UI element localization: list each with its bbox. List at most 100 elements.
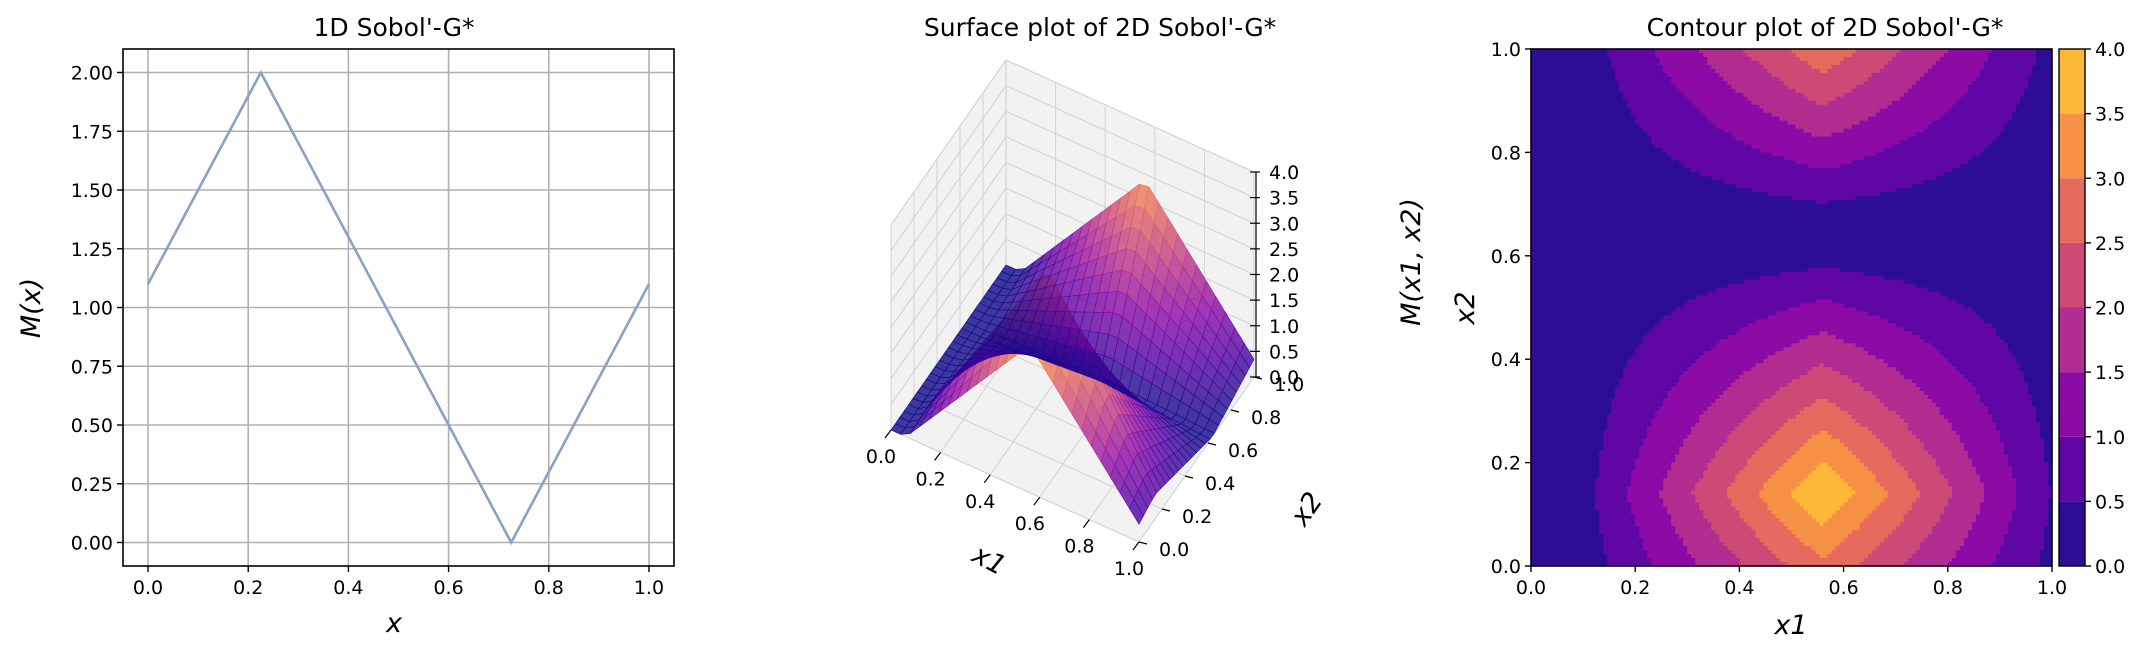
- contour-cell: [1667, 108, 1672, 114]
- contour-cell: [1939, 168, 1945, 173]
- contour-cell: [1943, 88, 1949, 94]
- contour-cell: [1859, 152, 1865, 157]
- contour-cell: [1951, 88, 1957, 94]
- contour-cell: [2015, 164, 2021, 169]
- contour-cell: [1775, 84, 1781, 90]
- contour-cell: [1835, 132, 1841, 138]
- contour-cell: [1787, 116, 1793, 122]
- contour-cell: [1883, 60, 1889, 66]
- contour-cell: [1719, 168, 1724, 173]
- contour-cell: [1727, 84, 1732, 90]
- contour-cell: [1623, 148, 1628, 153]
- contour-cell: [1927, 88, 1933, 94]
- contour-cell: [1743, 68, 1749, 74]
- contour-cell: [1851, 144, 1857, 150]
- contour-cell: [1703, 100, 1708, 106]
- contour-cell: [1699, 168, 1704, 173]
- contour-cell: [1687, 100, 1692, 106]
- contour-cell: [1859, 148, 1865, 153]
- contour-cell: [1759, 84, 1765, 90]
- contour-cell: [2007, 116, 2013, 122]
- contour-cell: [1667, 164, 1672, 169]
- contour-cell: [1891, 72, 1897, 78]
- contour-cell: [1783, 76, 1789, 82]
- contour-cell: [1787, 160, 1793, 165]
- contour-cell: [1963, 164, 1969, 169]
- contour-cell: [1603, 108, 1608, 114]
- contour-cell: [1535, 112, 1540, 118]
- contour-cell: [1959, 136, 1965, 142]
- contour-cell: [1835, 172, 1841, 177]
- contour-cell: [1599, 144, 1604, 150]
- contour-cell: [1747, 76, 1753, 82]
- contour-cell: [1831, 132, 1837, 138]
- contour-cell: [1947, 116, 1953, 122]
- contour-cell: [1715, 92, 1720, 98]
- contour-cell: [1579, 96, 1584, 102]
- contour-cell: [1927, 128, 1933, 134]
- contour-cell: [1735, 60, 1740, 66]
- x2-tick-label: 0.8: [1251, 407, 1281, 429]
- contour-cell: [1727, 128, 1732, 134]
- contour-cell: [1579, 108, 1584, 114]
- contour-cell: [1631, 112, 1636, 118]
- contour-cell: [1783, 164, 1789, 169]
- contour-cell: [1775, 80, 1781, 86]
- contour-cell: [1583, 84, 1588, 90]
- contour-cell: [1823, 112, 1829, 118]
- contour-cell: [1815, 49, 1821, 54]
- contour-cell: [1887, 168, 1893, 173]
- contour-cell: [1623, 88, 1628, 94]
- contour-cell: [1875, 140, 1881, 146]
- contour-cell: [1771, 60, 1777, 66]
- contour-cell: [1663, 156, 1668, 161]
- contour-cell: [1999, 72, 2005, 78]
- contour-cell: [1915, 168, 1921, 173]
- contour-cell: [1635, 124, 1640, 130]
- contour-cell: [1775, 76, 1781, 82]
- contour-cell: [1747, 60, 1753, 66]
- contour-cell: [1763, 64, 1769, 70]
- contour-cell: [1667, 132, 1672, 138]
- z-tick-label: 1.0: [1269, 316, 1299, 338]
- contour-cell: [1799, 132, 1805, 138]
- contour-cell: [1739, 72, 1745, 78]
- contour-cell: [1931, 68, 1937, 74]
- contour-cell: [1855, 140, 1861, 146]
- contour-cell: [1627, 144, 1632, 150]
- contour-cell: [1899, 68, 1905, 74]
- contour-cell: [1987, 156, 1993, 161]
- contour-cell: [1567, 100, 1572, 106]
- contour-cell: [1859, 104, 1865, 110]
- contour-cell: [1991, 92, 1997, 98]
- contour-cell: [1891, 120, 1897, 126]
- contour-cell: [1971, 172, 1977, 177]
- contour-cell: [1555, 96, 1560, 102]
- contour-cell: [1843, 96, 1849, 102]
- contour-cell: [1843, 148, 1849, 153]
- contour-cell: [1751, 96, 1757, 102]
- contour-cell: [1667, 144, 1672, 150]
- contour-cell: [1615, 72, 1620, 78]
- contour-cell: [1899, 116, 1905, 122]
- contour-cell: [1967, 140, 1973, 146]
- contour-cell: [2027, 52, 2033, 58]
- contour-cell: [1931, 160, 1937, 165]
- contour-cell: [1535, 168, 1540, 173]
- contour-cell: [1855, 120, 1861, 126]
- contour-cell: [1883, 64, 1889, 70]
- contour-cell: [1747, 116, 1753, 122]
- contour-cell: [1811, 164, 1817, 169]
- contour-cell: [1667, 172, 1672, 177]
- contour-cell: [1739, 164, 1745, 169]
- contour-cell: [1811, 92, 1817, 98]
- contour-cell: [1715, 49, 1720, 54]
- contour-cell: [1595, 104, 1600, 110]
- contour-cell: [1747, 64, 1753, 70]
- contour-cell: [1999, 140, 2005, 146]
- contour-cell: [1907, 49, 1913, 54]
- contour-cell: [1811, 128, 1817, 134]
- contour-cell: [1915, 136, 1921, 142]
- contour-cell: [1779, 124, 1785, 130]
- contour-cell: [1703, 64, 1708, 70]
